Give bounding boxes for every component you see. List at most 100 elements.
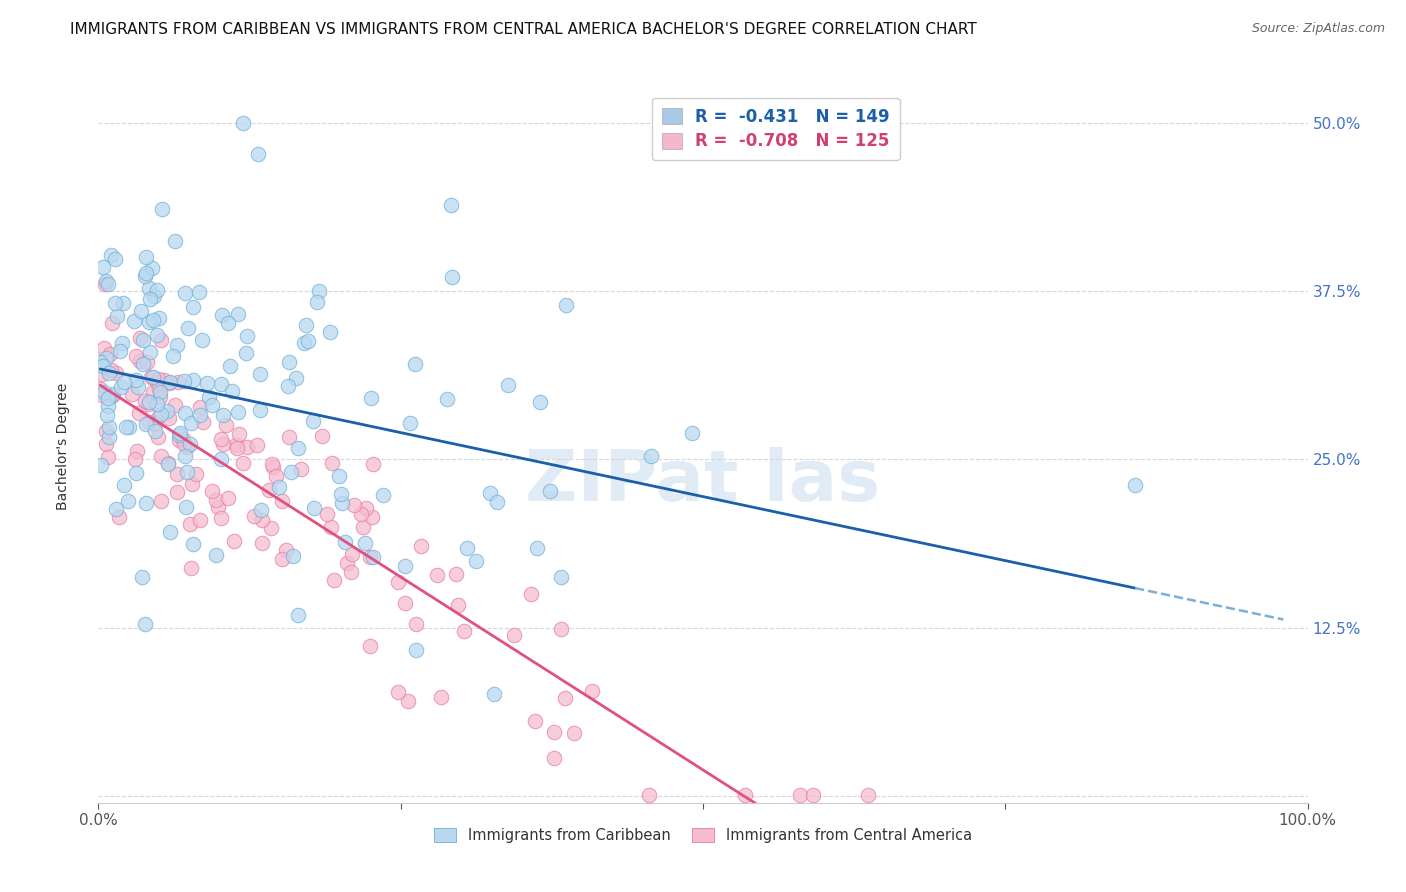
- Point: [262, 460, 284, 475]
- Point: [550, 569, 572, 583]
- Text: Bachelor's Degree: Bachelor's Degree: [56, 383, 70, 509]
- Point: [91, 388, 114, 402]
- Text: ZIPat las: ZIPat las: [526, 447, 880, 516]
- Point: [135, 417, 157, 431]
- Point: [319, 326, 342, 340]
- Point: [195, 376, 218, 390]
- Point: [307, 295, 329, 310]
- Point: [478, 485, 501, 500]
- Point: [100, 363, 122, 377]
- Point: [115, 420, 138, 434]
- Point: [496, 377, 519, 392]
- Point: [135, 266, 157, 280]
- Point: [166, 484, 188, 499]
- Point: [257, 483, 280, 497]
- Point: [328, 468, 350, 483]
- Point: [136, 355, 159, 369]
- Point: [243, 508, 266, 523]
- Point: [453, 624, 475, 638]
- Point: [173, 437, 195, 451]
- Point: [89, 354, 111, 368]
- Point: [173, 374, 195, 388]
- Text: Source: ZipAtlas.com: Source: ZipAtlas.com: [1251, 22, 1385, 36]
- Point: [191, 415, 214, 429]
- Point: [93, 341, 115, 355]
- Point: [128, 406, 150, 420]
- Point: [217, 316, 239, 330]
- Point: [128, 331, 150, 345]
- Point: [139, 344, 162, 359]
- Point: [134, 394, 156, 409]
- Point: [209, 451, 232, 466]
- Point: [482, 687, 505, 701]
- Point: [91, 260, 114, 275]
- Point: [246, 438, 269, 452]
- Point: [681, 426, 703, 441]
- Point: [179, 436, 201, 450]
- Point: [180, 477, 202, 491]
- Point: [157, 410, 180, 425]
- Point: [373, 488, 395, 502]
- Point: [124, 466, 146, 480]
- Point: [524, 714, 547, 729]
- Point: [269, 480, 291, 494]
- Point: [141, 260, 163, 275]
- Point: [394, 595, 416, 609]
- Point: [111, 296, 134, 310]
- Point: [447, 598, 470, 612]
- Point: [138, 415, 160, 429]
- Point: [138, 315, 160, 329]
- Point: [856, 788, 879, 802]
- Point: [104, 296, 127, 310]
- Point: [141, 370, 163, 384]
- Point: [98, 429, 121, 443]
- Point: [550, 622, 572, 636]
- Point: [277, 378, 299, 392]
- Point: [173, 285, 195, 300]
- Point: [148, 381, 170, 395]
- Point: [734, 788, 756, 802]
- Point: [211, 408, 233, 422]
- Point: [311, 428, 333, 442]
- Point: [96, 274, 118, 288]
- Point: [94, 424, 117, 438]
- Point: [321, 519, 343, 533]
- Point: [440, 198, 463, 212]
- Point: [166, 467, 188, 481]
- Point: [188, 400, 211, 414]
- Point: [163, 234, 186, 248]
- Point: [209, 376, 232, 391]
- Point: [333, 535, 356, 549]
- Point: [149, 407, 172, 421]
- Point: [110, 380, 132, 394]
- Point: [188, 408, 211, 422]
- Point: [122, 313, 145, 327]
- Point: [350, 507, 373, 521]
- Point: [342, 548, 364, 562]
- Point: [207, 500, 229, 514]
- Point: [354, 536, 377, 550]
- Point: [148, 372, 170, 386]
- Point: [148, 430, 170, 444]
- Point: [127, 380, 149, 394]
- Point: [217, 491, 239, 506]
- Point: [167, 434, 190, 448]
- Point: [562, 726, 585, 740]
- Point: [218, 359, 240, 373]
- Legend: Immigrants from Caribbean, Immigrants from Central America: Immigrants from Caribbean, Immigrants fr…: [429, 822, 977, 849]
- Point: [181, 301, 204, 315]
- Point: [101, 316, 124, 330]
- Point: [323, 573, 346, 587]
- Point: [361, 458, 384, 472]
- Point: [167, 428, 190, 442]
- Point: [131, 569, 153, 583]
- Point: [96, 351, 118, 365]
- Point: [148, 310, 170, 325]
- Point: [90, 458, 112, 472]
- Point: [295, 318, 318, 333]
- Point: [91, 359, 114, 373]
- Point: [146, 328, 169, 343]
- Point: [91, 367, 114, 381]
- Point: [212, 437, 235, 451]
- Point: [176, 440, 198, 454]
